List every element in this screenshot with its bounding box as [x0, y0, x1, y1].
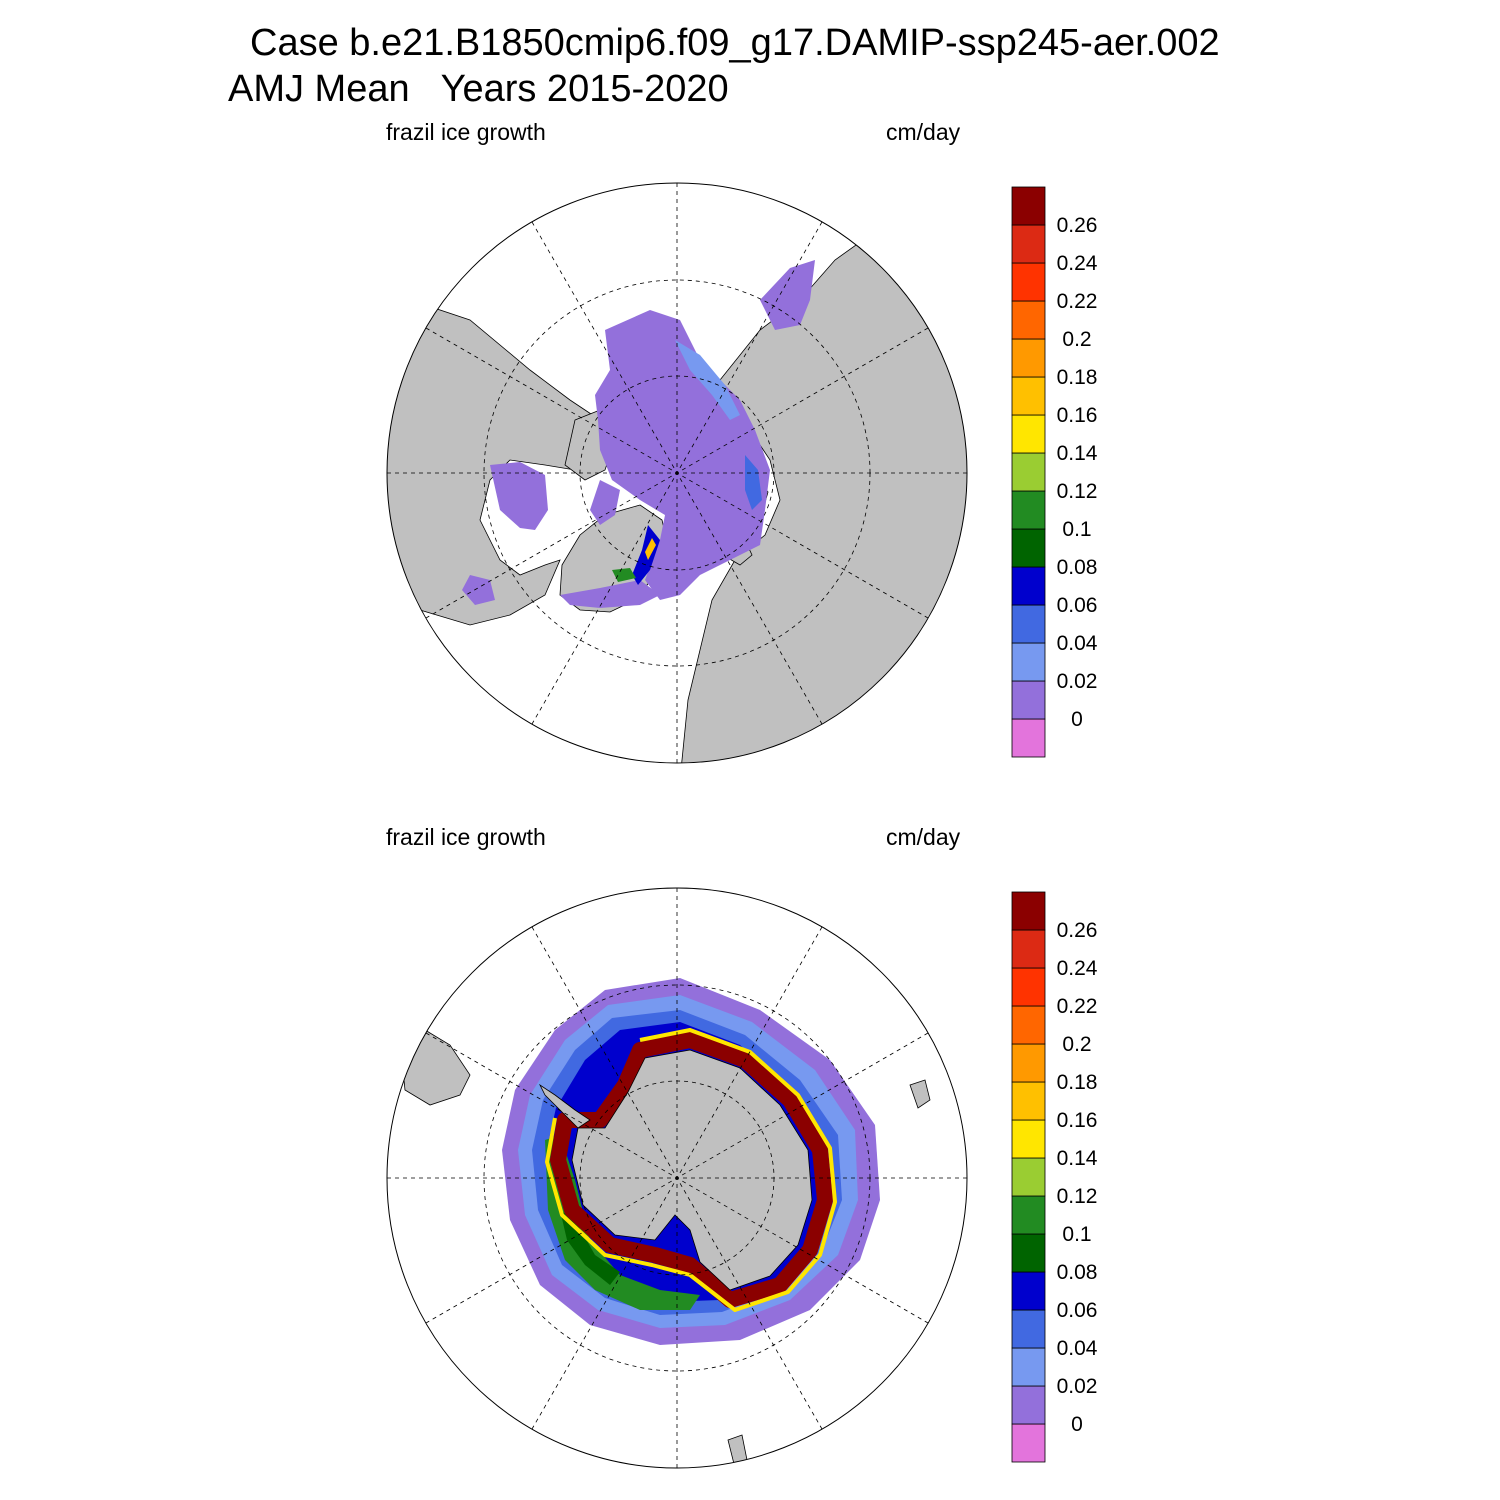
bering-sea-frazil-field — [760, 260, 815, 330]
barents-sea-frazil-band — [745, 455, 762, 510]
north-colorbar-swatch — [1011, 300, 1046, 340]
baffin-bay-frazil-field — [590, 480, 620, 525]
south-colorbar-swatch — [1011, 1005, 1046, 1045]
north-colorbar-swatch — [1011, 224, 1046, 264]
north-colorbar: 0 0.02 0.04 0.06 0.08 0.1 0.12 0.14 0.16 0.18 0.2 0… — [1011, 186, 1098, 758]
north-colorbar-tick-label: 0.08 — [1057, 556, 1098, 579]
hudson-bay-frazil-field — [490, 462, 548, 530]
south-colorbar-swatch — [1011, 1119, 1046, 1159]
south-colorbar-tick-label: 0.12 — [1057, 1185, 1098, 1208]
north-colorbar-swatch — [1011, 604, 1046, 644]
north-colorbar-swatch — [1011, 452, 1046, 492]
south-colorbar-swatch — [1011, 1081, 1046, 1121]
south-colorbar-tick-label: 0.2 — [1062, 1033, 1091, 1056]
south-panel-variable-label: frazil ice growth — [386, 824, 546, 850]
north-colorbar-swatch — [1011, 566, 1046, 606]
south-colorbar-swatch — [1011, 1423, 1046, 1463]
north-colorbar-swatch — [1011, 186, 1046, 226]
north-colorbar-swatch — [1011, 680, 1046, 720]
south-colorbar-swatch — [1011, 1233, 1046, 1273]
weddell-sea-green-band — [545, 1135, 700, 1310]
north-colorbar-tick-label: 0.06 — [1057, 594, 1098, 617]
north-colorbar-swatch — [1011, 376, 1046, 416]
south-colorbar-tick-label: 0.16 — [1057, 1109, 1098, 1132]
south-colorbar-swatch — [1011, 1347, 1046, 1387]
south-colorbar-tick-label: 0.18 — [1057, 1071, 1098, 1094]
south-colorbar-swatch — [1011, 1309, 1046, 1349]
north-america-landmass — [387, 299, 601, 626]
south-colorbar-tick-label: 0.06 — [1057, 1299, 1098, 1322]
north-colorbar-swatch — [1011, 528, 1046, 568]
north-colorbar-swatch — [1011, 490, 1046, 530]
north-colorbar-tick-label: 0.02 — [1057, 670, 1098, 693]
north-panel-variable-label: frazil ice growth — [386, 119, 546, 145]
south-colorbar-tick-label: 0.02 — [1057, 1375, 1098, 1398]
north-graticule — [387, 183, 967, 763]
south-map-border — [386, 887, 968, 1469]
africa-landmass — [909, 1079, 931, 1109]
south-colorbar: 0 0.02 0.04 0.06 0.08 0.1 0.12 0.14 0.16 0.18 0.2 0… — [1011, 891, 1098, 1463]
north-colorbar-swatch — [1011, 338, 1046, 378]
south-colorbar-swatch — [1011, 1157, 1046, 1197]
south-colorbar-swatch — [1011, 1271, 1046, 1311]
north-colorbar-tick-label: 0.14 — [1057, 442, 1098, 465]
north-polar-map — [386, 182, 968, 764]
south-colorbar-tick-label: 0.22 — [1057, 995, 1098, 1018]
south-colorbar-tick-label: 0.08 — [1057, 1261, 1098, 1284]
figure-title-period: AMJ Mean Years 2015-2020 — [228, 68, 729, 110]
north-colorbar-tick-label: 0.22 — [1057, 290, 1098, 313]
north-colorbar-tick-label: 0.12 — [1057, 480, 1098, 503]
north-colorbar-swatch — [1011, 262, 1046, 302]
greenland-sea-frazil-field — [560, 580, 660, 608]
south-colorbar-tick-label: 0.24 — [1057, 957, 1098, 980]
antarctica-landmass — [571, 1049, 813, 1291]
north-map-border — [386, 182, 968, 764]
south-colorbar-swatch — [1011, 1043, 1046, 1083]
north-colorbar-tick-label: 0.1 — [1062, 518, 1091, 541]
south-colorbar-tick-label: 0.1 — [1062, 1223, 1091, 1246]
antarctic-coastal-yellow-edge — [545, 1028, 837, 1312]
south-graticule — [387, 888, 967, 1468]
south-colorbar-tick-label: 0.14 — [1057, 1147, 1098, 1170]
north-colorbar-tick-label: 0 — [1071, 708, 1083, 731]
south-colorbar-swatch — [1011, 1385, 1046, 1425]
north-colorbar-tick-label: 0.18 — [1057, 366, 1098, 389]
south-colorbar-tick-label: 0 — [1071, 1413, 1083, 1436]
north-colorbar-tick-label: 0.24 — [1057, 252, 1098, 275]
south-colorbar-swatch — [1011, 967, 1046, 1007]
kara-sea-frazil-band — [675, 340, 740, 420]
south-panel-units-label: cm/day — [886, 824, 961, 850]
arctic-ocean-frazil-field — [595, 310, 770, 600]
north-panel-units-label: cm/day — [886, 119, 961, 145]
north-colorbar-tick-label: 0.04 — [1057, 632, 1098, 655]
antarctic-peninsula — [538, 1083, 591, 1129]
north-colorbar-swatch — [1011, 414, 1046, 454]
irminger-sea-frazil-band — [612, 568, 636, 582]
north-colorbar-swatch — [1011, 642, 1046, 682]
north-colorbar-swatch — [1011, 718, 1046, 758]
labrador-sea-frazil-field — [462, 575, 495, 605]
north-colorbar-tick-label: 0.26 — [1057, 214, 1098, 237]
north-colorbar-tick-label: 0.2 — [1062, 328, 1091, 351]
south-colorbar-tick-label: 0.26 — [1057, 919, 1098, 942]
east-greenland-high-frazil-band — [645, 538, 656, 560]
south-colorbar-tick-label: 0.04 — [1057, 1337, 1098, 1360]
figure-title-case: Case b.e21.B1850cmip6.f09_g17.DAMIP-ssp2… — [250, 22, 1220, 64]
south-polar-map — [386, 887, 968, 1469]
north-colorbar-tick-label: 0.16 — [1057, 404, 1098, 427]
south-colorbar-swatch — [1011, 1195, 1046, 1235]
south-colorbar-swatch — [1011, 929, 1046, 969]
south-colorbar-swatch — [1011, 891, 1046, 931]
